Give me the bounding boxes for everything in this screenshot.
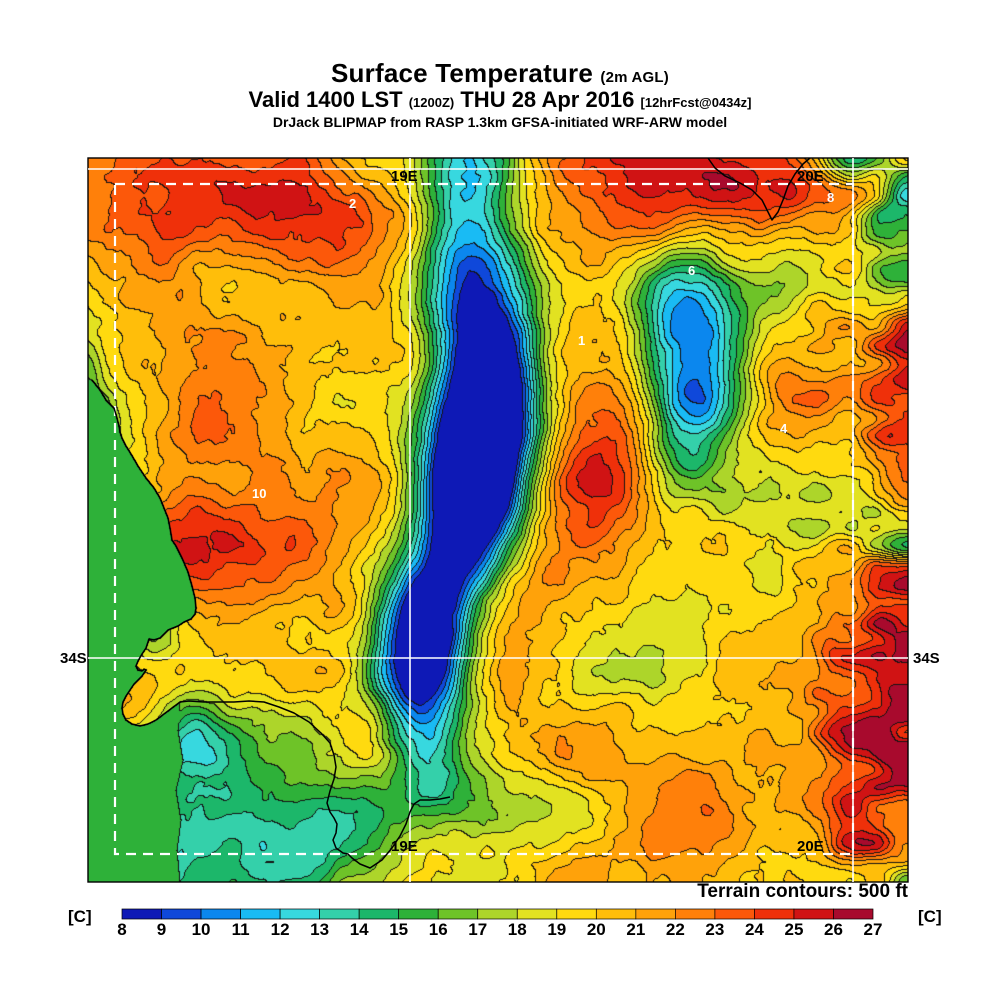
svg-text:20E: 20E — [797, 838, 824, 855]
svg-text:18: 18 — [508, 920, 527, 939]
svg-text:4: 4 — [780, 421, 788, 436]
svg-text:19: 19 — [547, 920, 566, 939]
svg-text:21: 21 — [626, 920, 645, 939]
svg-text:26: 26 — [824, 920, 843, 939]
svg-text:34S: 34S — [913, 650, 940, 667]
svg-text:12: 12 — [271, 920, 290, 939]
svg-text:19E: 19E — [391, 168, 418, 185]
svg-text:34S: 34S — [60, 650, 87, 667]
svg-text:15: 15 — [389, 920, 408, 939]
svg-text:20: 20 — [587, 920, 606, 939]
svg-text:24: 24 — [745, 920, 764, 939]
svg-text:22: 22 — [666, 920, 685, 939]
svg-text:8: 8 — [827, 190, 834, 205]
svg-text:[C]: [C] — [68, 907, 92, 926]
svg-text:Terrain contours: 500 ft: Terrain contours: 500 ft — [697, 881, 908, 902]
svg-text:6: 6 — [688, 263, 695, 278]
svg-text:10: 10 — [252, 486, 266, 501]
svg-text:9: 9 — [157, 920, 166, 939]
svg-text:14: 14 — [350, 920, 369, 939]
svg-text:13: 13 — [310, 920, 329, 939]
svg-text:[C]: [C] — [918, 907, 942, 926]
svg-text:8: 8 — [117, 920, 126, 939]
svg-text:27: 27 — [864, 920, 883, 939]
svg-text:10: 10 — [192, 920, 211, 939]
svg-text:25: 25 — [784, 920, 803, 939]
svg-text:19E: 19E — [391, 838, 418, 855]
svg-text:16: 16 — [429, 920, 448, 939]
svg-text:11: 11 — [232, 920, 250, 939]
svg-text:17: 17 — [468, 920, 487, 939]
svg-text:2: 2 — [349, 196, 356, 211]
svg-text:20E: 20E — [797, 168, 824, 185]
svg-text:1: 1 — [578, 333, 585, 348]
svg-text:23: 23 — [705, 920, 724, 939]
